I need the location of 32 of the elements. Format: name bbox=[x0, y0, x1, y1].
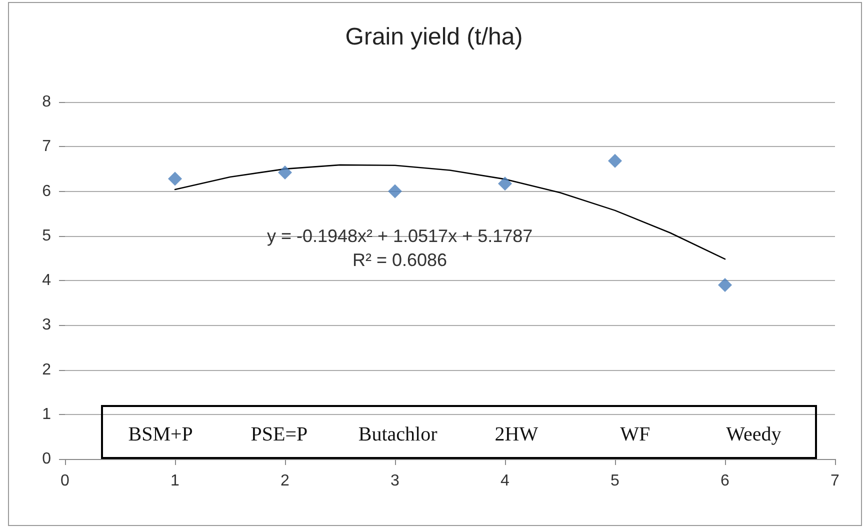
point bbox=[498, 176, 512, 191]
point bbox=[718, 278, 732, 292]
x-tick-label: 2 bbox=[280, 472, 290, 490]
annotation: 2HW bbox=[494, 423, 538, 446]
chart-title: Grain yield (t/ha) bbox=[345, 24, 523, 50]
annotation: R² = 0.6086 bbox=[352, 250, 448, 270]
annotation: BSM+P bbox=[128, 423, 193, 446]
point bbox=[168, 172, 182, 186]
x-tick-label: 6 bbox=[720, 472, 730, 490]
point bbox=[608, 154, 622, 168]
y-tick-label: 6 bbox=[42, 182, 52, 200]
point bbox=[388, 184, 402, 198]
y-tick-label: 4 bbox=[42, 272, 52, 289]
y-tick-label: 8 bbox=[42, 94, 52, 110]
y-tick-label: 0 bbox=[42, 450, 52, 468]
annotation: PSE=P bbox=[250, 423, 308, 446]
x-tick-label: 7 bbox=[830, 472, 840, 490]
y-tick-label: 3 bbox=[42, 316, 52, 334]
annotation: Butachlor bbox=[358, 423, 438, 446]
point bbox=[278, 166, 292, 180]
x-tick-label: 3 bbox=[390, 472, 400, 490]
annotation: WF bbox=[620, 423, 650, 446]
y-tick-label: 5 bbox=[42, 227, 52, 244]
x-tick-label: 1 bbox=[170, 472, 180, 490]
y-tick-label: 2 bbox=[42, 361, 52, 378]
y-tick-label: 7 bbox=[42, 138, 52, 156]
y-tick-label: 1 bbox=[42, 406, 52, 423]
x-tick-label: 5 bbox=[610, 472, 620, 490]
annotation: Weedy bbox=[726, 423, 782, 446]
x-tick-label: 0 bbox=[60, 472, 70, 490]
x-tick-label: 4 bbox=[500, 472, 510, 490]
annotation: y = -0.1948x² + 1.0517x + 5.1787 bbox=[266, 226, 533, 246]
